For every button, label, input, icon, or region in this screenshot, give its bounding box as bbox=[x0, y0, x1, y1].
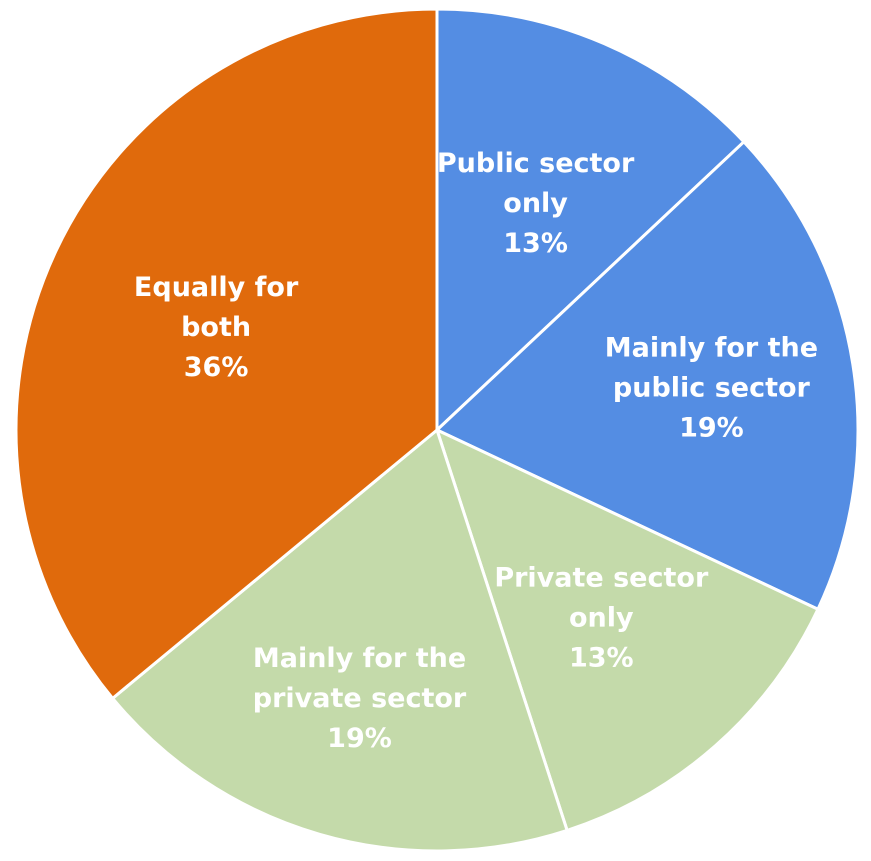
labels-layer: Public sector only 13% Mainly for the public… bbox=[134, 148, 818, 754]
slice-value-label: 13% bbox=[569, 642, 634, 673]
pie-slice-5 bbox=[14, 7, 439, 700]
slice-value-label: 36% bbox=[184, 352, 249, 383]
slice-category-label: only bbox=[503, 188, 568, 219]
pie-slice-4 bbox=[111, 428, 569, 853]
slice-label-4: Mainly for the private sector 19% bbox=[253, 643, 467, 754]
slice-value-label: 13% bbox=[503, 228, 568, 259]
pie-slice-1 bbox=[435, 7, 746, 432]
slice-label-3: Private sector only 13% bbox=[494, 562, 709, 673]
slice-label-2: Mainly for the public sector 19% bbox=[605, 333, 818, 444]
slice-label-5: Equally for both 36% bbox=[134, 272, 299, 383]
slice-category-label: Public sector bbox=[437, 148, 635, 179]
slice-category-label: Private sector bbox=[494, 562, 709, 593]
slice-category-label: private sector bbox=[253, 683, 467, 714]
slice-category-label: only bbox=[569, 602, 634, 633]
pie-slice-3 bbox=[435, 428, 820, 832]
slice-category-label: Mainly for the bbox=[253, 643, 466, 674]
slice-category-label: public sector bbox=[613, 373, 811, 404]
slice-category-label: Equally for bbox=[134, 272, 299, 303]
slice-value-label: 19% bbox=[679, 413, 744, 444]
slice-value-label: 19% bbox=[327, 723, 392, 754]
pie-slice-2 bbox=[435, 140, 860, 611]
slice-category-label: both bbox=[181, 312, 251, 343]
slice-category-label: Mainly for the bbox=[605, 333, 818, 364]
slice-label-1: Public sector only 13% bbox=[437, 148, 635, 259]
slices-layer bbox=[14, 7, 860, 853]
